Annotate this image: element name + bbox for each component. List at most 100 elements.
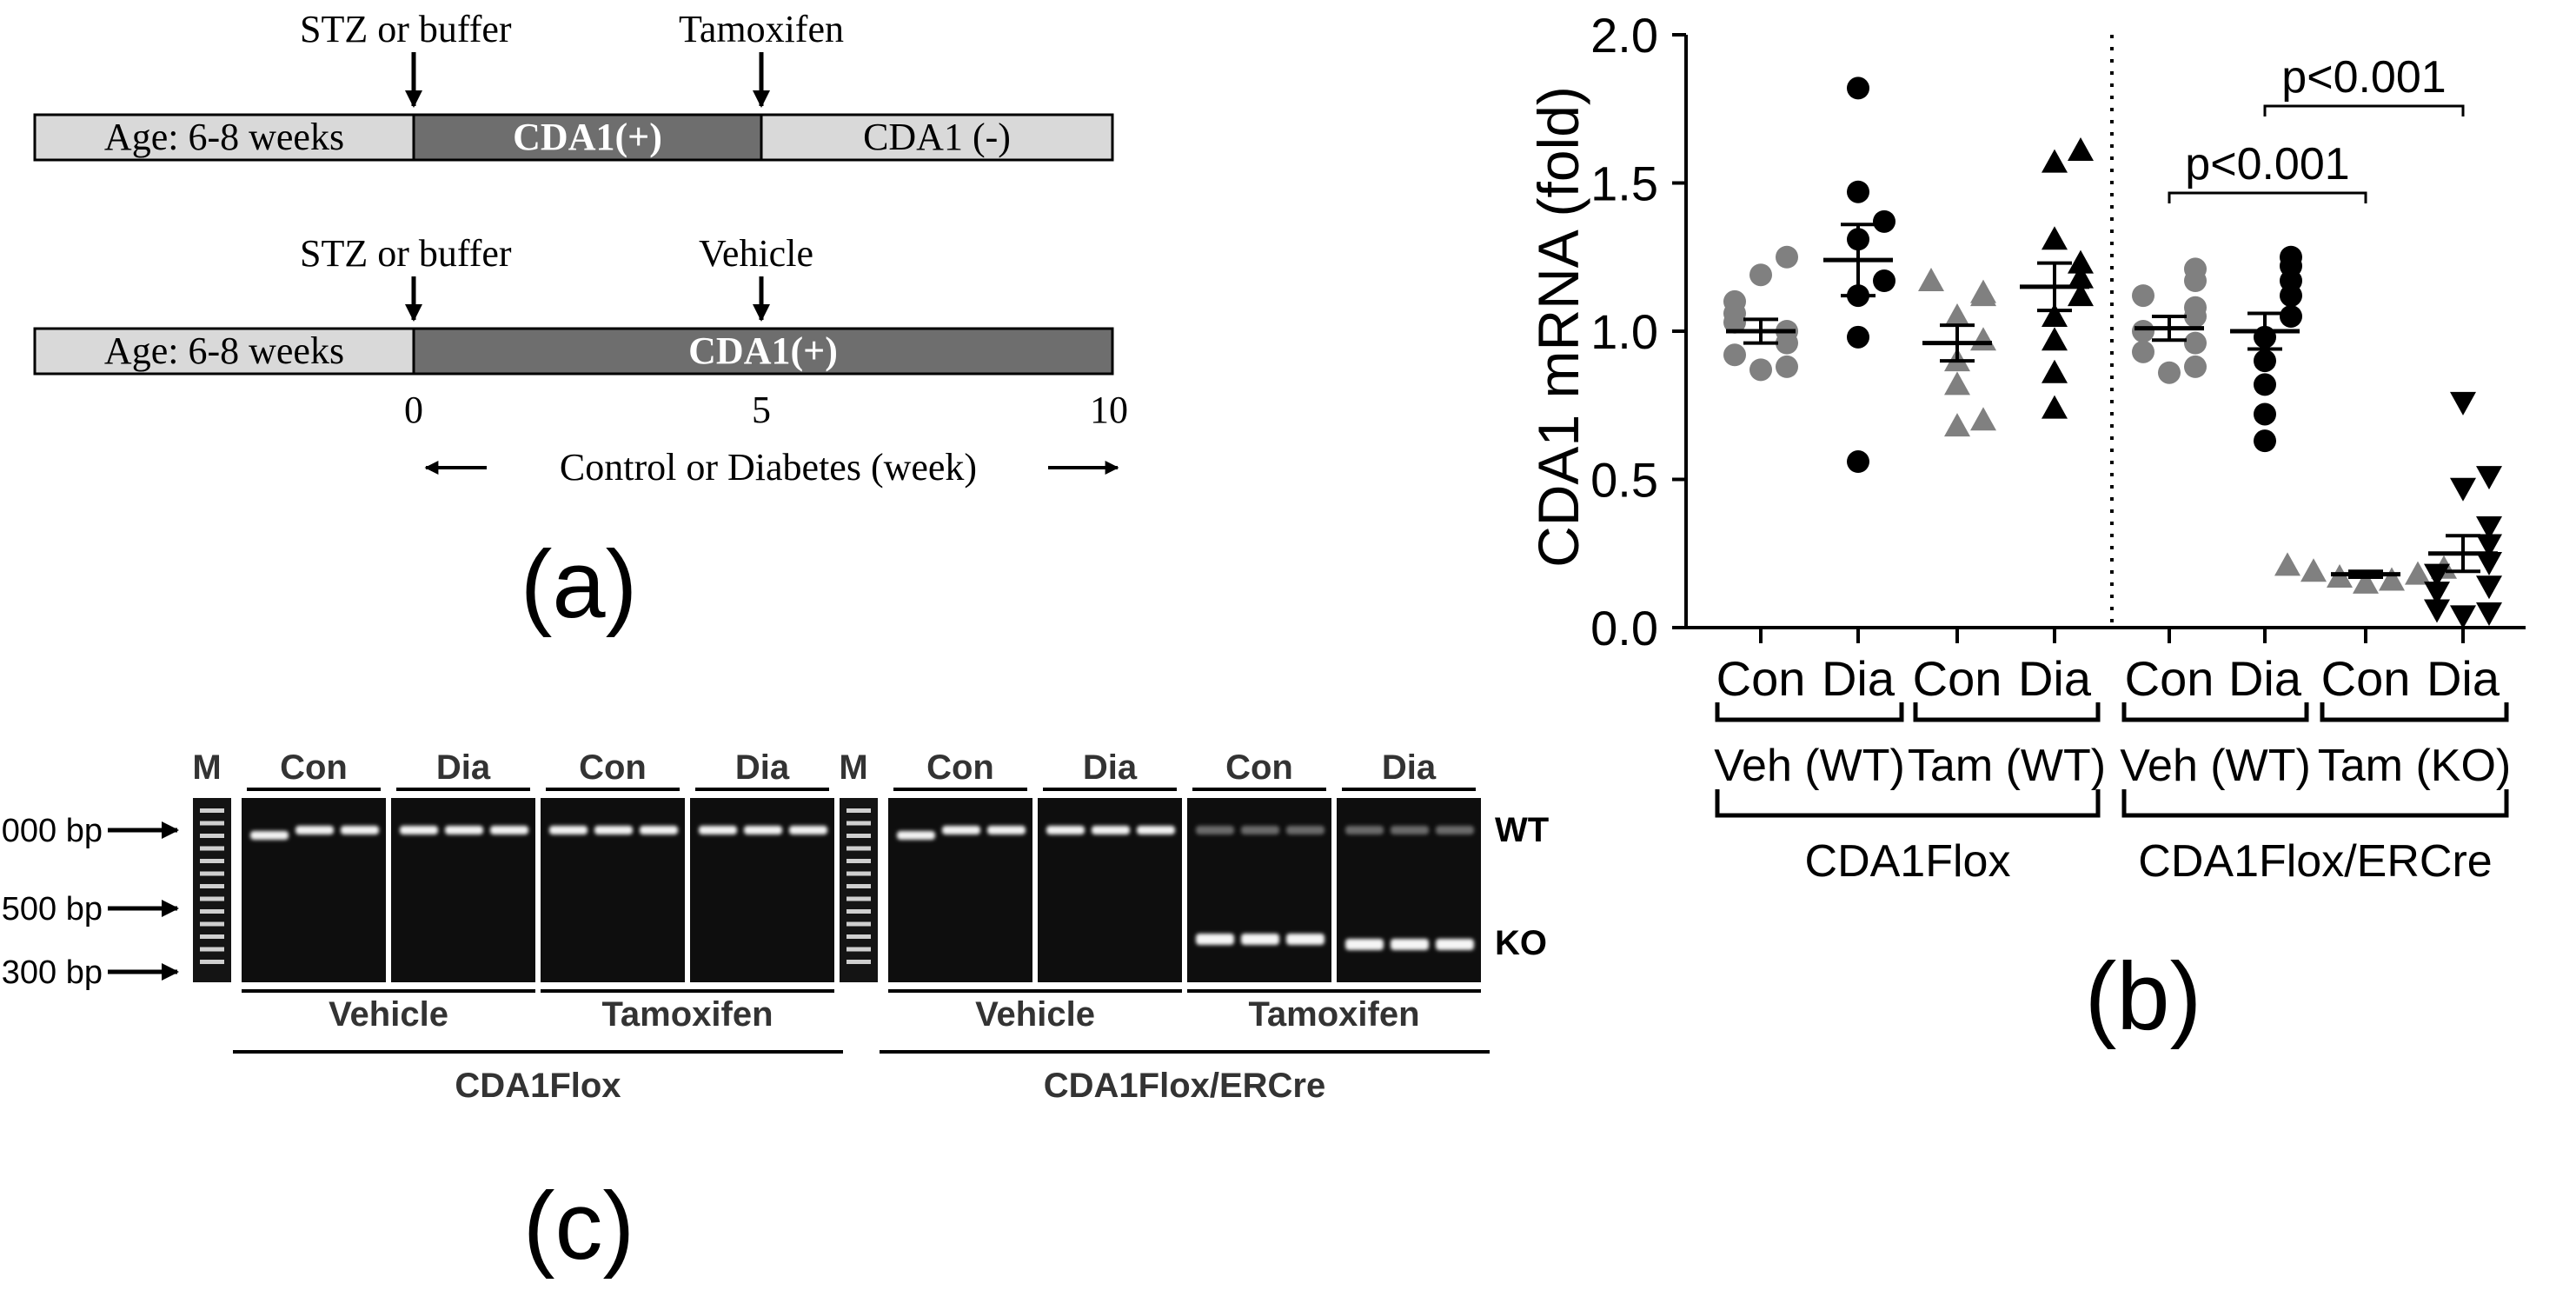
data-point xyxy=(2353,569,2379,594)
ko-band xyxy=(1391,939,1429,950)
wt-band xyxy=(1241,826,1279,835)
vehicle-label-a: Vehicle xyxy=(699,232,813,275)
data-point xyxy=(2042,226,2068,250)
data-point xyxy=(1847,180,1869,203)
data-point xyxy=(1873,269,1895,293)
wt-band xyxy=(250,831,289,840)
data-point xyxy=(2068,249,2094,274)
ko-band xyxy=(1241,934,1279,945)
cda1-plus-label-top: CDA1(+) xyxy=(513,116,662,158)
gel-block xyxy=(1187,798,1331,982)
panel-c: (c) 1000 bp 500 bp 300 bp M Con Dia Con Dia Vehi… xyxy=(0,748,1549,1280)
gel-block xyxy=(391,798,535,982)
timeline-bottom: STZ or buffer Vehicle Age: 6-8 weeks CDA… xyxy=(33,232,1114,376)
lane-group-label: Dia xyxy=(436,748,491,787)
data-point xyxy=(2132,340,2154,363)
gel-block xyxy=(1038,798,1182,982)
data-point xyxy=(1847,325,1869,349)
gel-block xyxy=(888,798,1032,982)
wt-band xyxy=(1286,826,1325,835)
ladder-band xyxy=(200,921,224,927)
data-point xyxy=(2132,320,2154,342)
stz-label-bottom: STZ or buffer xyxy=(300,232,512,275)
wt-band xyxy=(1046,826,1085,835)
ko-band xyxy=(1345,939,1384,950)
panel-c-label: (c) xyxy=(523,1173,634,1280)
timeline-top: STZ or buffer Tamoxifen Age: 6-8 weeks C… xyxy=(33,8,1114,162)
wt-band xyxy=(549,826,588,835)
data-point xyxy=(1776,245,1798,269)
size-label: 300 bp xyxy=(2,954,103,991)
timeline-bottom-seg-age xyxy=(33,327,415,376)
ladder-band xyxy=(846,871,871,876)
strain-label-c: CDA1Flox/ERCre xyxy=(1044,1067,1326,1105)
data-point xyxy=(2300,558,2327,582)
panel-a: STZ or buffer Tamoxifen Age: 6-8 weeks C… xyxy=(33,8,1128,638)
lane-group-label: Dia xyxy=(1382,748,1437,787)
lane-group-label: Con xyxy=(280,748,348,787)
ladder-band xyxy=(846,921,871,927)
data-point xyxy=(2476,575,2502,600)
treatment-bracket xyxy=(1715,702,1904,722)
data-point xyxy=(2132,284,2154,308)
wt-band xyxy=(400,826,438,835)
data-point xyxy=(2254,429,2276,453)
group-label: Dia xyxy=(1822,651,1895,706)
ladder-band xyxy=(200,834,224,838)
treatment-bracket xyxy=(2121,702,2309,722)
data-point xyxy=(2379,567,2405,591)
data-point xyxy=(2184,257,2207,281)
significance-bracket xyxy=(2263,104,2465,116)
ladder-band xyxy=(200,909,224,914)
cda1-plus-label-bottom: CDA1(+) xyxy=(688,329,838,372)
ladder-band xyxy=(846,947,871,952)
y-tick-label: 1.0 xyxy=(1590,304,1658,359)
group-label: Con xyxy=(2125,651,2214,706)
data-point xyxy=(2042,359,2068,383)
wt-band xyxy=(987,826,1026,835)
data-point xyxy=(1970,407,1996,431)
treatment-bracket xyxy=(1913,702,2101,722)
ladder-band xyxy=(846,834,871,838)
strain-label: CDA1Flox xyxy=(1805,836,2011,887)
age-label-bottom: Age: 6-8 weeks xyxy=(104,329,344,372)
ko-band xyxy=(1286,934,1325,945)
vehicle-label-c: Vehicle xyxy=(975,995,1095,1034)
data-point xyxy=(2476,602,2502,626)
treatment-bracket xyxy=(2320,702,2509,722)
group-label: Dia xyxy=(2427,651,2500,706)
group-3 xyxy=(2020,136,2094,419)
marker-lane xyxy=(840,798,878,982)
ladder-band xyxy=(846,808,871,813)
y-tick-label: 0.0 xyxy=(1590,601,1658,655)
data-groups xyxy=(1723,76,2502,629)
data-point xyxy=(2476,534,2502,558)
ladder-band xyxy=(200,896,224,901)
data-point xyxy=(2158,361,2181,384)
ladder-band xyxy=(200,859,224,863)
y-ticks: 0.0 0.5 1.0 1.5 2.0 xyxy=(1590,8,1686,655)
wt-band xyxy=(1436,826,1474,835)
group-7 xyxy=(2424,391,2502,629)
ladder-band xyxy=(846,896,871,901)
data-point xyxy=(2068,283,2094,307)
vehicle-label-c: Vehicle xyxy=(329,995,448,1034)
panel-b-chart: CDA1 mRNA (fold) 0.0 0.5 1.0 1.5 2.0 p<0.001… xyxy=(1526,8,2526,1050)
data-point xyxy=(2424,563,2450,588)
week-axis-label: Control or Diabetes (week) xyxy=(560,446,977,489)
data-point xyxy=(2450,605,2476,629)
wt-band xyxy=(942,826,980,835)
lane-group-label: Dia xyxy=(1083,748,1138,787)
wt-band xyxy=(1391,826,1429,835)
y-tick-label: 1.5 xyxy=(1590,156,1658,211)
wt-band-label: WT xyxy=(1495,811,1549,849)
group-label: Dia xyxy=(2018,651,2092,706)
significance-bracket xyxy=(2168,191,2367,203)
data-point xyxy=(2450,391,2476,416)
wt-band xyxy=(744,826,782,835)
lane-group-label: Con xyxy=(926,748,994,787)
ladder-band xyxy=(846,909,871,914)
y-axis-label: CDA1 mRNA (fold) xyxy=(1526,86,1590,568)
tamoxifen-label-c: Tamoxifen xyxy=(601,995,773,1034)
